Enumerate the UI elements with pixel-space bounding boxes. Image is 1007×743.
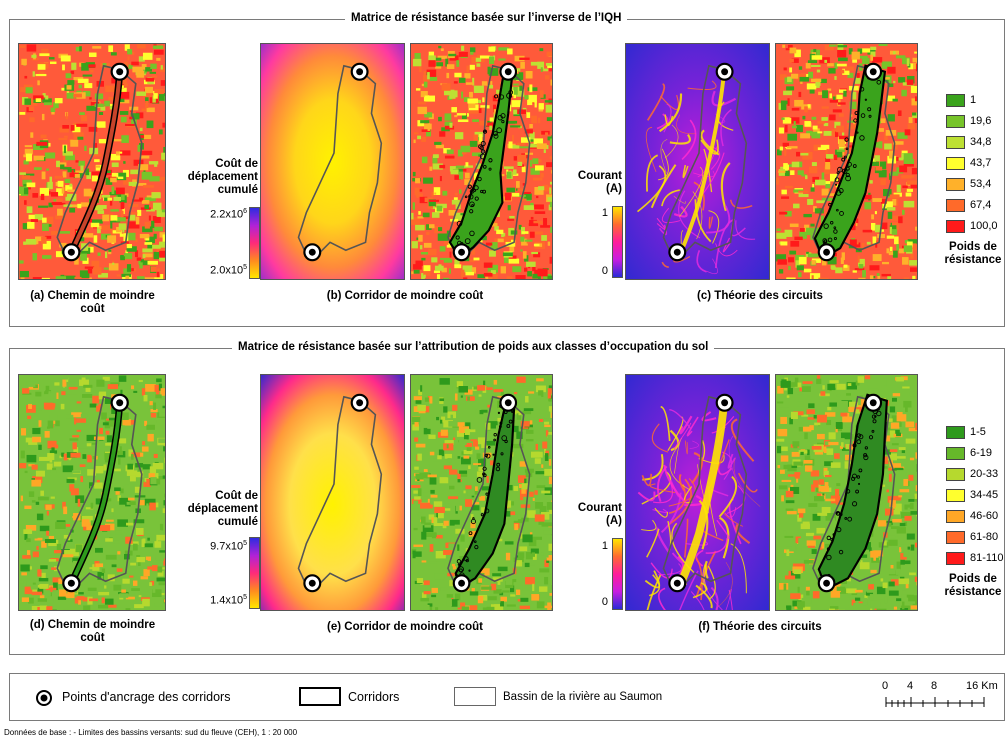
resistance-legend-1: 1 19,6 34,8 43,7 53,4 67,4 100,0 Poids de résis… [945, 92, 1006, 312]
legend-label: 19,6 [970, 115, 992, 127]
cost-bar-min: 1.4x105 [210, 594, 247, 607]
legend-label: 81-110 [970, 552, 1004, 564]
current-bar-title: Courant (A) [577, 170, 622, 195]
legend-label: 100,0 [970, 220, 998, 232]
map-b-corridor [410, 43, 553, 280]
basin-swatch [454, 687, 496, 706]
legend-item: 100,0 [946, 218, 998, 234]
legend-swatch [946, 488, 965, 502]
cost-color-bar [249, 207, 260, 279]
legend-swatch [946, 177, 965, 191]
scale-bar-graphic [885, 697, 985, 707]
corridor-swatch [299, 687, 341, 706]
legend-swatch [946, 156, 965, 170]
map-legend-box: Points d'ancrage des corridors Corridors… [9, 673, 1005, 721]
legend-item: 53,4 [946, 176, 991, 192]
map-c-current-flow [625, 43, 770, 280]
legend-item: 6-19 [946, 445, 992, 461]
legend-swatch [946, 425, 965, 439]
legend-item: 34,8 [946, 134, 991, 150]
caption-a: (a) Chemin de moindre coût [30, 290, 155, 315]
cost-bar-max: 2.2x106 [210, 208, 247, 221]
legend-swatch [946, 551, 965, 565]
cost-bar-max: 9.7x105 [210, 540, 247, 553]
legend-swatch [946, 530, 965, 544]
scale-tick-16: 16 Km [966, 680, 998, 692]
map-a-least-cost-path [18, 43, 166, 280]
caption-e: (e) Corridor de moindre coût [327, 621, 483, 633]
legend-label: 34,8 [970, 136, 992, 148]
current-color-bar [612, 206, 623, 278]
map-c-circuit-corridor [775, 43, 918, 280]
cost-bar-min: 2.0x105 [210, 264, 247, 277]
current-bar-title: Courant (A) [577, 502, 622, 527]
legend-title: Poids de résistance [944, 241, 1002, 266]
map-e-corridor [410, 374, 553, 611]
legend-swatch [946, 446, 965, 460]
current-bar-max: 1 [601, 207, 608, 219]
legend-item: 20-33 [946, 466, 998, 482]
section-title: Matrice de résistance basée sur l’invers… [345, 12, 628, 24]
legend-label: 61-80 [970, 531, 999, 543]
resistance-legend-2: 1-5 6-19 20-33 34-45 46-60 61-80 81-110 Poids d… [945, 424, 1006, 644]
legend-label: 53,4 [970, 178, 992, 190]
legend-item: 46-60 [946, 508, 998, 524]
section-landuse: Matrice de résistance basée sur l’attrib… [9, 341, 1005, 655]
section-iqh: Matrice de résistance basée sur l’invers… [9, 12, 1005, 327]
legend-item: 43,7 [946, 155, 991, 171]
map-e-cost-surface [260, 374, 405, 611]
current-bar-min: 0 [601, 596, 608, 608]
anchor-label: Points d'ancrage des corridors [62, 690, 231, 704]
caption-c: (c) Théorie des circuits [697, 290, 823, 302]
map-f-circuit-corridor [775, 374, 918, 611]
legend-swatch [946, 135, 965, 149]
legend-swatch [946, 114, 965, 128]
legend-swatch [946, 467, 965, 481]
caption-b: (b) Corridor de moindre coût [326, 290, 484, 302]
map-f-current-flow [625, 374, 770, 611]
caption-d: (d) Chemin de moindre coût [29, 619, 156, 644]
scale-tick-8: 8 [931, 680, 938, 692]
section-title: Matrice de résistance basée sur l’attrib… [232, 341, 715, 353]
caption-f: (f) Théorie des circuits [698, 621, 822, 633]
legend-item: 61-80 [946, 529, 998, 545]
scale-bar: 0 4 8 16 Km [878, 680, 1003, 710]
current-bar-min: 0 [601, 265, 608, 277]
legend-label: 20-33 [970, 468, 999, 480]
legend-label: 1 [970, 94, 977, 106]
legend-label: 6-19 [970, 447, 993, 459]
basin-label: Bassin de la rivière au Saumon [503, 691, 663, 703]
cost-bar-title: Coût de déplacement cumulé [187, 490, 258, 528]
legend-item: 1-5 [946, 424, 986, 440]
legend-title: Poids de résistance [944, 573, 1002, 598]
cost-bar-title: Coût de déplacement cumulé [187, 158, 258, 196]
legend-item: 34-45 [946, 487, 998, 503]
legend-item: 19,6 [946, 113, 991, 129]
current-color-bar [612, 538, 623, 610]
anchor-point-icon [36, 690, 52, 706]
map-d-least-cost-path [18, 374, 166, 611]
legend-item: 81-110 [946, 550, 1003, 566]
legend-label: 34-45 [970, 489, 999, 501]
legend-label: 46-60 [970, 510, 999, 522]
legend-swatch [946, 93, 965, 107]
map-b-cost-surface [260, 43, 405, 280]
legend-swatch [946, 509, 965, 523]
scale-tick-0: 0 [882, 680, 889, 692]
legend-label: 67,4 [970, 199, 992, 211]
cost-color-bar [249, 537, 260, 609]
legend-swatch [946, 198, 965, 212]
legend-item: 1 [946, 92, 976, 108]
footnote: Données de base : - Limites des bassins … [4, 728, 298, 737]
legend-label: 1-5 [970, 426, 986, 438]
scale-tick-4: 4 [907, 680, 914, 692]
legend-swatch [946, 219, 965, 233]
corridor-label: Corridors [348, 690, 400, 704]
legend-item: 67,4 [946, 197, 991, 213]
legend-label: 43,7 [970, 157, 992, 169]
current-bar-max: 1 [601, 540, 608, 552]
